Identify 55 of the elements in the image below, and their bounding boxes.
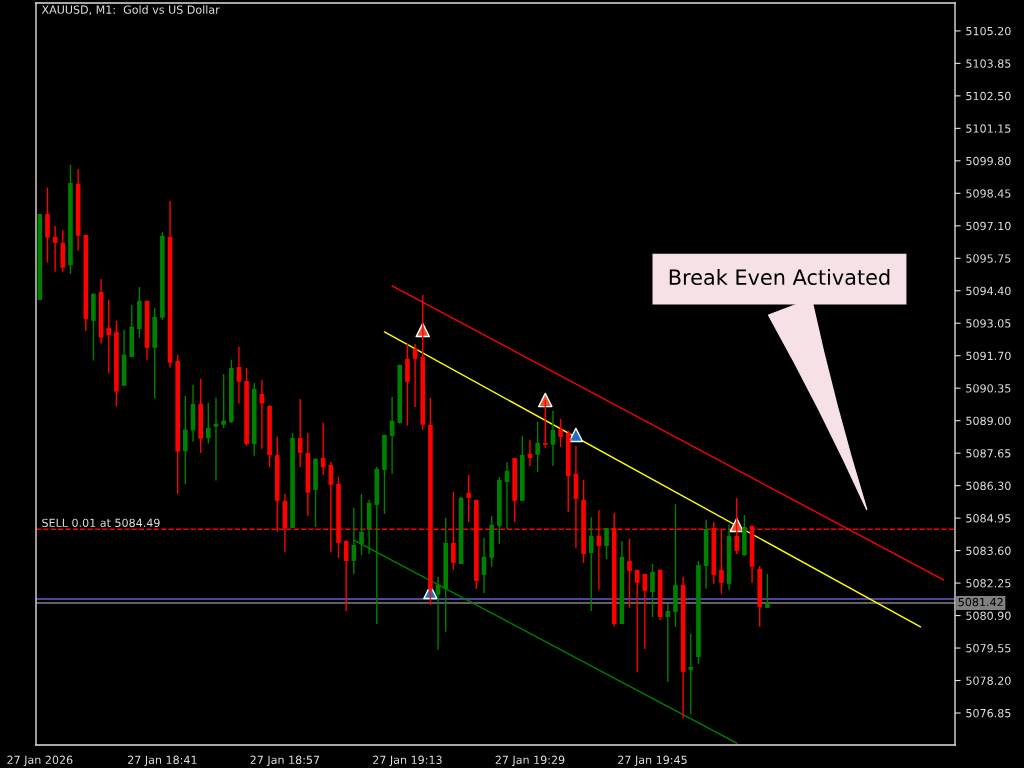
y-tick-label: 5093.05 [966, 319, 1011, 328]
candlestick [259, 379, 265, 450]
x-tick-label: 27 Jan 18:41 [128, 755, 197, 767]
candlestick [627, 538, 632, 609]
candlestick [221, 373, 226, 429]
candlestick [405, 343, 410, 427]
candlestick [688, 633, 694, 715]
y-tick-label: 5099.80 [966, 156, 1011, 166]
candlestick [558, 418, 563, 448]
ref-line-label: SELL 0.01 at 5084.49 [42, 518, 160, 528]
x-tick-label: 27 Jan 19:29 [495, 755, 565, 767]
x-tick-label: 27 Jan 19:13 [373, 755, 442, 767]
y-tick-label: 5083.60 [966, 546, 1011, 555]
candlestick [588, 516, 594, 612]
x-tick-label: 27 Jan 18:57 [250, 755, 320, 767]
point [568, 427, 584, 443]
y-tick-label: 5090.35 [966, 384, 1011, 393]
candlestick [535, 421, 540, 473]
candlestick [297, 398, 303, 468]
x-tick-label: 27 Jan 19:45 [618, 755, 687, 767]
y-tick-label: 5097.10 [966, 221, 1011, 231]
candlestick [466, 474, 471, 523]
y-tick-label: 5103.85 [966, 59, 1011, 68]
point [537, 392, 553, 408]
y-tick-label: 5079.55 [966, 644, 1011, 653]
candlestick [206, 402, 211, 445]
y-tick-label: 5102.50 [966, 91, 1011, 101]
candlestick [236, 346, 242, 405]
y-tick-label: 5084.95 [966, 514, 1011, 523]
candlestick [45, 186, 50, 264]
candlestick [765, 573, 770, 609]
ref-line-label: 5081.42 [958, 597, 1003, 607]
y-tick-label: 5098.45 [966, 189, 1011, 198]
y-tick-label: 5082.25 [966, 579, 1011, 588]
annotation: Break Even Activated [669, 268, 890, 286]
y-tick-label: 5091.70 [966, 351, 1011, 361]
y-tick-label: 5101.15 [966, 124, 1011, 133]
candlestick [183, 395, 188, 485]
y-tick-label: 5105.20 [966, 26, 1011, 36]
y-tick-label: 5080.90 [966, 611, 1011, 620]
y-tick-label: 5086.30 [966, 481, 1011, 491]
candlestick [213, 397, 219, 482]
candlestick [604, 527, 609, 560]
y-tick-label: 5089.00 [966, 416, 1011, 426]
y-tick-label: 5076.85 [966, 708, 1011, 718]
candlestick [734, 497, 740, 555]
candlestick [542, 399, 548, 449]
candlestick [650, 563, 655, 618]
y-tick-label: 5095.75 [966, 254, 1011, 263]
candlestick [106, 299, 112, 374]
x-tick-label: 27 Jan 2026 [7, 755, 73, 767]
y-tick-label: 5094.40 [966, 286, 1011, 296]
chart-title: XAUUSD, M1: Gold vs US Dollar [41, 5, 220, 15]
y-tick-label: 5087.65 [966, 449, 1011, 458]
y-tick-label: 5078.20 [966, 676, 1011, 685]
